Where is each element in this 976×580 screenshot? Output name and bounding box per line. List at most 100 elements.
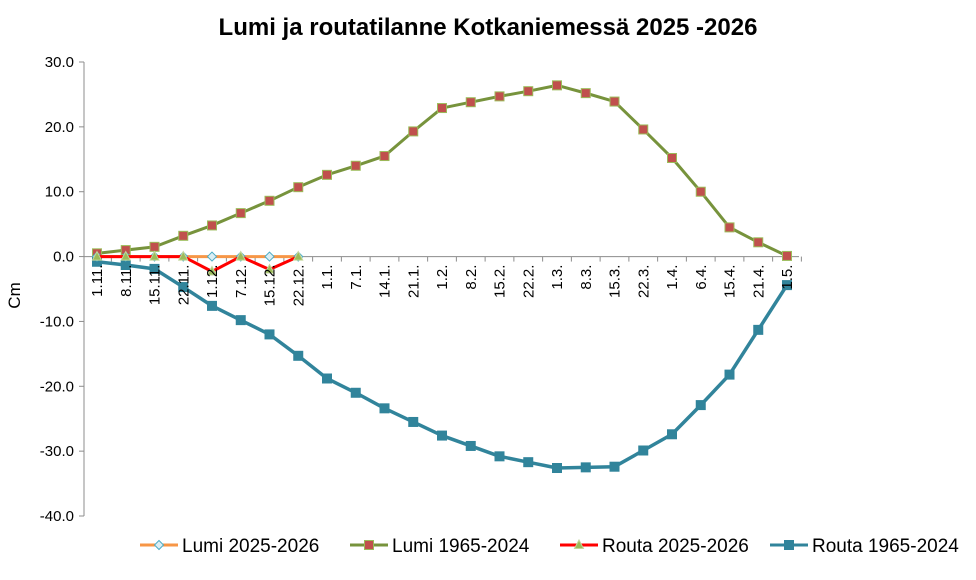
- data-point: [667, 152, 677, 163]
- data-point: [638, 124, 649, 135]
- series-lumi-1965-2024: [92, 80, 792, 261]
- data-point: [437, 430, 447, 441]
- data-point: [178, 230, 189, 241]
- x-ticks: 1.11. 8.11. 15.11. 22.11. 1.12. 7.12. 15.12. 22…: [89, 265, 796, 307]
- series-routa-1965-2024: [92, 256, 792, 474]
- legend-swatch-marker: [153, 539, 165, 551]
- legend-label: Routa 2025-2026: [602, 536, 749, 557]
- data-point: [264, 251, 275, 262]
- x-tick-label: 15.12.: [262, 265, 279, 307]
- data-point: [609, 461, 620, 472]
- y-tick-label: -40.0: [40, 508, 74, 525]
- data-point: [523, 457, 534, 468]
- x-tick-label: 1.3.: [549, 265, 566, 290]
- y-tick-label: 20.0: [45, 119, 74, 136]
- data-point: [322, 169, 332, 180]
- data-point: [292, 250, 304, 261]
- data-point: [638, 445, 649, 456]
- data-point: [207, 300, 217, 311]
- data-point: [91, 250, 103, 261]
- series-routa-2025-2026: [91, 250, 304, 276]
- x-tick-label: 6.4.: [693, 265, 710, 290]
- y-tick-label: 30.0: [45, 54, 74, 71]
- x-tick-label: 1.2.: [434, 265, 451, 290]
- x-tick-label: 21.1.: [405, 265, 422, 298]
- data-point: [552, 80, 562, 91]
- data-point: [379, 403, 390, 414]
- data-point: [580, 88, 591, 99]
- y-tick-label: -20.0: [40, 378, 74, 395]
- data-point: [695, 186, 706, 197]
- data-point: [552, 463, 562, 474]
- data-point: [322, 373, 332, 384]
- legend-label: Lumi 1965-2024: [392, 536, 530, 557]
- data-point: [178, 282, 189, 293]
- data-point: [293, 350, 304, 361]
- legend-swatch-marker: [364, 540, 374, 550]
- x-tick-label: 1.12.: [204, 265, 221, 298]
- x-tick-label: 14.1.: [377, 265, 394, 298]
- x-tick-label: 22.12.: [290, 265, 307, 307]
- data-point: [667, 429, 677, 440]
- y-ticks: 30.0 20.0 10.0 0.0 -10.0 -20.0 -30.0 -40.0: [40, 54, 84, 525]
- data-point: [264, 263, 275, 274]
- data-point: [177, 250, 189, 261]
- x-tick-label: 7.1.: [348, 265, 365, 290]
- x-tick-label: 8.3.: [578, 265, 595, 290]
- data-point: [465, 440, 476, 451]
- data-point: [379, 151, 390, 162]
- x-tick-label: 7.12.: [233, 265, 250, 298]
- data-point: [523, 86, 534, 97]
- x-tick-label: 1.11.: [89, 265, 106, 297]
- data-point: [207, 220, 217, 231]
- x-tick-label: 1.5.: [779, 265, 796, 290]
- x-tick-label: 21.4.: [750, 265, 767, 298]
- y-tick-label: -30.0: [40, 443, 74, 460]
- x-tick-label: 15.3.: [607, 265, 624, 298]
- x-tick-label: 15.4.: [722, 265, 739, 298]
- data-point: [235, 208, 246, 219]
- data-point: [350, 160, 361, 171]
- x-tick-label: 15.2.: [492, 265, 509, 298]
- legend-label: Lumi 2025-2026: [182, 536, 319, 557]
- y-tick-label: 10.0: [45, 184, 74, 201]
- data-point: [149, 241, 160, 252]
- legend-item: Lumi 2025-2026: [140, 536, 319, 557]
- x-tick-label: 1.4.: [664, 265, 681, 290]
- x-tick-label: 8.2.: [463, 265, 480, 290]
- legend-swatch-marker: [784, 540, 794, 550]
- data-point: [293, 182, 304, 193]
- data-point: [494, 451, 505, 462]
- x-tick-label: 1.1.: [319, 265, 336, 290]
- data-point: [782, 280, 792, 291]
- chart-title: Lumi ja routatilanne Kotkaniemessä 2025 …: [218, 14, 758, 41]
- data-point: [753, 237, 764, 248]
- x-tick-label: 22.2.: [520, 265, 537, 298]
- data-point: [609, 96, 620, 107]
- data-point: [206, 251, 218, 262]
- data-point: [120, 250, 132, 261]
- data-point: [695, 400, 706, 411]
- legend-label: Routa 1965-2024: [812, 536, 959, 557]
- legend-item: Routa 2025-2026: [560, 536, 749, 557]
- data-point: [408, 126, 419, 137]
- series-layer: [91, 80, 792, 474]
- data-point: [350, 387, 361, 398]
- data-point: [264, 195, 275, 206]
- x-tick-label: 15.11.: [147, 265, 164, 306]
- data-point: [494, 91, 505, 102]
- y-tick-label: 0.0: [53, 249, 74, 266]
- y-axis-label: Cm: [5, 282, 24, 308]
- series-line: [97, 255, 299, 273]
- data-point: [782, 250, 792, 261]
- data-point: [235, 315, 246, 326]
- data-point: [206, 265, 218, 276]
- data-point: [753, 324, 764, 335]
- legend-item: Routa 1965-2024: [770, 536, 959, 557]
- data-point: [437, 103, 447, 114]
- legend-swatch-marker: [573, 538, 585, 549]
- data-point: [465, 97, 476, 108]
- x-tick-label: 22.11.: [175, 265, 192, 306]
